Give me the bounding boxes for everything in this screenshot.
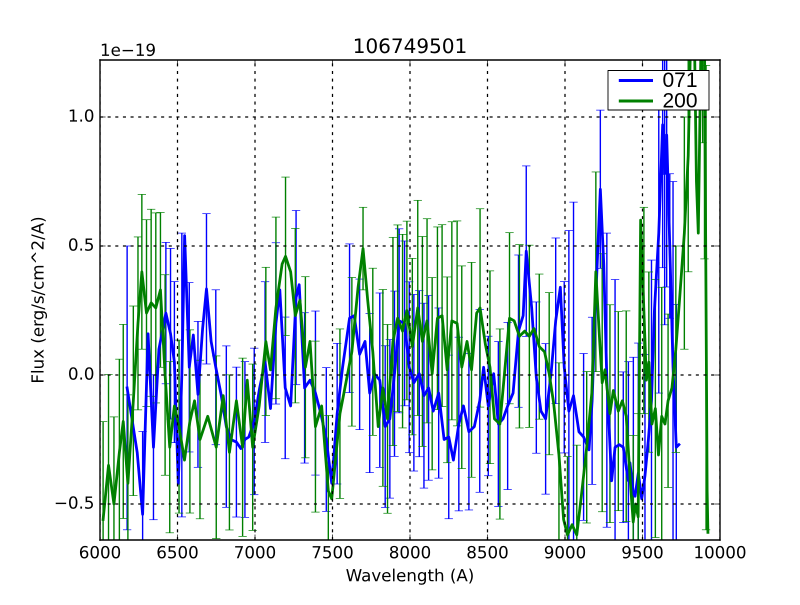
svg-text:071: 071	[663, 69, 698, 92]
svg-text:200: 200	[663, 90, 698, 113]
